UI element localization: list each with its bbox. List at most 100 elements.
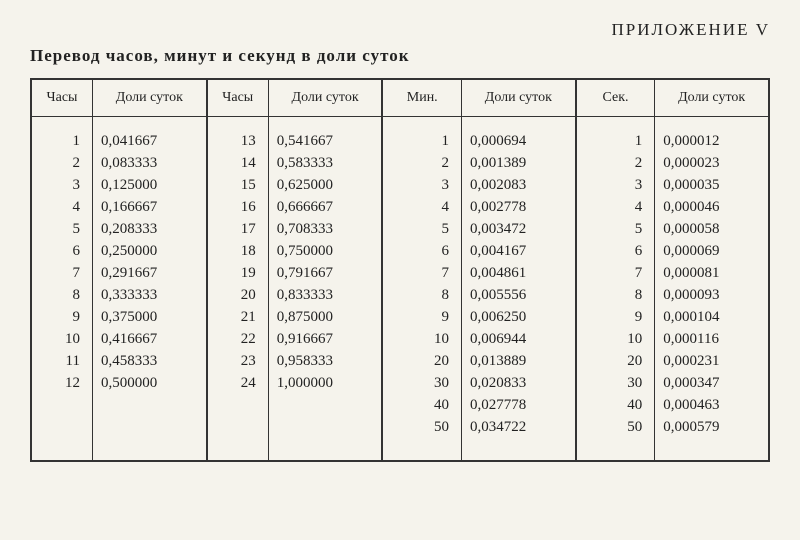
cell: 30: [576, 373, 655, 395]
cell: 5: [576, 219, 655, 241]
cell: 0,034722: [462, 417, 576, 439]
col-header: Сек.: [576, 79, 655, 117]
cell: 0,916667: [268, 329, 382, 351]
cell: 2: [31, 153, 93, 175]
cell: 20: [207, 285, 269, 307]
cell: 17: [207, 219, 269, 241]
cell: 18: [207, 241, 269, 263]
cell: 20: [382, 351, 461, 373]
table-row: 120,500000241,000000300,020833300,000347: [31, 373, 769, 395]
cell: [655, 439, 769, 461]
cell: 1,000000: [268, 373, 382, 395]
cell: 0,004861: [462, 263, 576, 285]
cell: 0,208333: [93, 219, 207, 241]
page-title: Перевод часов, минут и секунд в доли сут…: [30, 46, 770, 66]
cell: [268, 395, 382, 417]
cell: 0,625000: [268, 175, 382, 197]
cell: [31, 439, 93, 461]
cell: 0,000046: [655, 197, 769, 219]
cell: 0,006944: [462, 329, 576, 351]
cell: 0,000463: [655, 395, 769, 417]
cell: 1: [31, 131, 93, 153]
cell: 16: [207, 197, 269, 219]
cell: 9: [576, 307, 655, 329]
cell: 0,001389: [462, 153, 576, 175]
cell: 7: [382, 263, 461, 285]
cell: 6: [31, 241, 93, 263]
cell: 4: [576, 197, 655, 219]
cell: 9: [382, 307, 461, 329]
cell: 2: [382, 153, 461, 175]
cell: 2: [576, 153, 655, 175]
cell: 0,791667: [268, 263, 382, 285]
cell: 9: [31, 307, 93, 329]
table-row: 400,027778400,000463: [31, 395, 769, 417]
cell: 22: [207, 329, 269, 351]
table-row: 10,041667130,54166710,00069410,000012: [31, 131, 769, 153]
cell: [207, 439, 269, 461]
cell: 4: [31, 197, 93, 219]
cell: 13: [207, 131, 269, 153]
cell: 0,958333: [268, 351, 382, 373]
table-row: 110,458333230,958333200,013889200,000231: [31, 351, 769, 373]
col-header: Доли суток: [268, 79, 382, 117]
cell: 0,006250: [462, 307, 576, 329]
cell: 0,000058: [655, 219, 769, 241]
cell: 0,020833: [462, 373, 576, 395]
table-row: 60,250000180,75000060,00416760,000069: [31, 241, 769, 263]
cell: [93, 417, 207, 439]
table-row: 100,416667220,916667100,006944100,000116: [31, 329, 769, 351]
cell: 0,004167: [462, 241, 576, 263]
cell: 7: [31, 263, 93, 285]
col-header: Доли суток: [655, 79, 769, 117]
cell: 0,005556: [462, 285, 576, 307]
cell: 5: [31, 219, 93, 241]
col-header: Мин.: [382, 79, 461, 117]
cell: 1: [576, 131, 655, 153]
cell: 0,875000: [268, 307, 382, 329]
table-row: 30,125000150,62500030,00208330,000035: [31, 175, 769, 197]
cell: 10: [31, 329, 93, 351]
cell: 50: [576, 417, 655, 439]
cell: [93, 439, 207, 461]
table-row: 50,208333170,70833350,00347250,000058: [31, 219, 769, 241]
cell: 1: [382, 131, 461, 153]
table-row: 20,083333140,58333320,00138920,000023: [31, 153, 769, 175]
cell: 3: [31, 175, 93, 197]
cell: 0,000579: [655, 417, 769, 439]
cell: 0,708333: [268, 219, 382, 241]
table-row: 70,291667190,79166770,00486170,000081: [31, 263, 769, 285]
conversion-table: ЧасыДоли сутокЧасыДоли сутокМин.Доли сут…: [30, 78, 770, 462]
cell: 0,000231: [655, 351, 769, 373]
cell: 0,458333: [93, 351, 207, 373]
cell: [207, 395, 269, 417]
cell: 21: [207, 307, 269, 329]
cell: [462, 439, 576, 461]
cell: 0,416667: [93, 329, 207, 351]
cell: 0,666667: [268, 197, 382, 219]
cell: 0,000093: [655, 285, 769, 307]
cell: 10: [576, 329, 655, 351]
cell: 0,333333: [93, 285, 207, 307]
cell: 0,250000: [93, 241, 207, 263]
cell: 0,500000: [93, 373, 207, 395]
cell: 0,000035: [655, 175, 769, 197]
cell: 8: [31, 285, 93, 307]
cell: 0,000347: [655, 373, 769, 395]
table-row: 40,166667160,66666740,00277840,000046: [31, 197, 769, 219]
cell: 30: [382, 373, 461, 395]
cell: 5: [382, 219, 461, 241]
cell: 0,002778: [462, 197, 576, 219]
cell: 0,003472: [462, 219, 576, 241]
cell: 0,002083: [462, 175, 576, 197]
appendix-label: ПРИЛОЖЕНИЕ V: [30, 20, 770, 40]
cell: 0,013889: [462, 351, 576, 373]
cell: 11: [31, 351, 93, 373]
cell: 0,000023: [655, 153, 769, 175]
cell: 0,000104: [655, 307, 769, 329]
col-header: Часы: [31, 79, 93, 117]
cell: 0,291667: [93, 263, 207, 285]
cell: 20: [576, 351, 655, 373]
cell: 0,375000: [93, 307, 207, 329]
cell: 0,750000: [268, 241, 382, 263]
